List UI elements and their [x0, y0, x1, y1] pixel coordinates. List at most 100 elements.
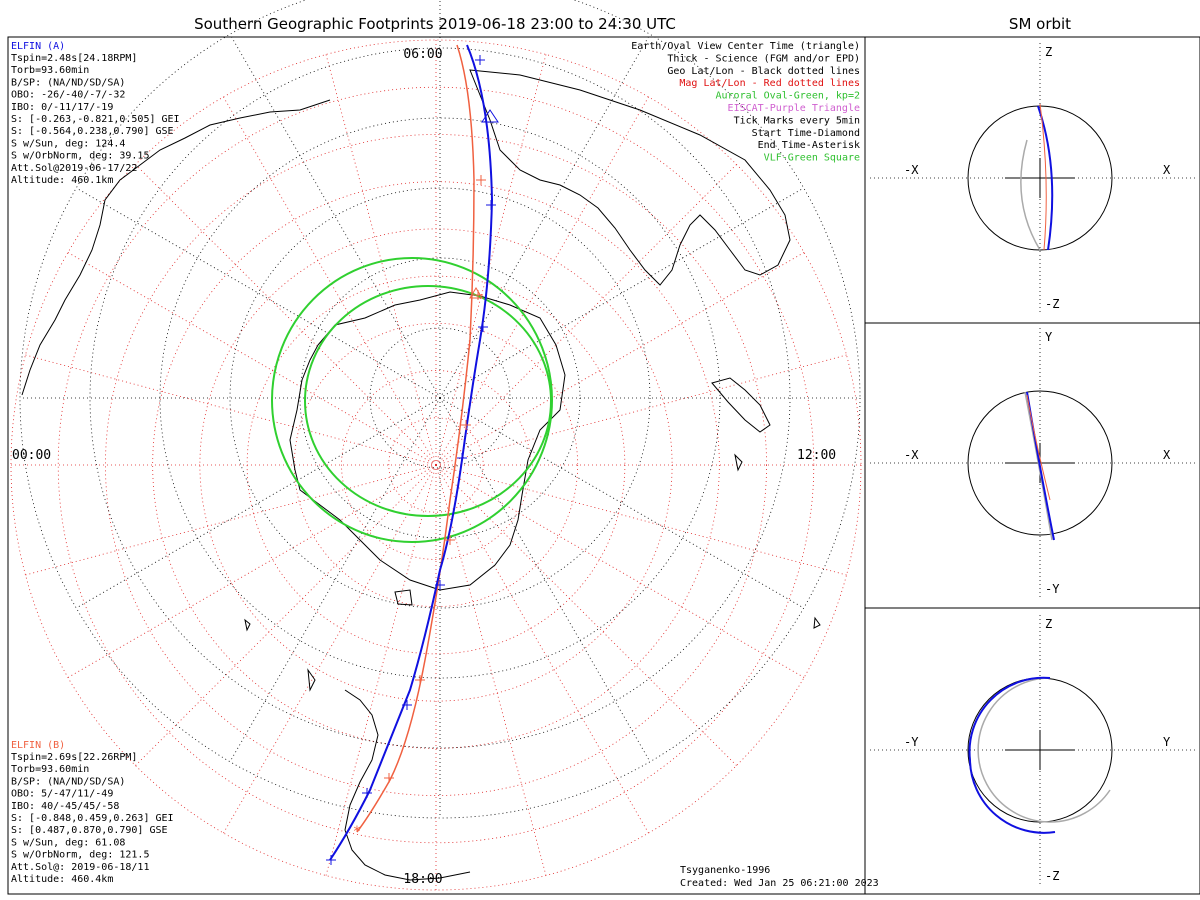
info-line: OBO: -26/-40/-7/-32: [11, 90, 125, 101]
mag-grid: [10, 39, 862, 891]
mag-lon-line: [435, 252, 805, 466]
info-line: S: [0.487,0.870,0.790] GSE: [11, 825, 168, 836]
elfin-b-info: ELFIN (B) Tspin=2.69s[22.26RPM]Torb=93.6…: [11, 740, 174, 885]
antarctica-coastline: [289, 291, 566, 591]
view-center-triangle-icon: [481, 109, 499, 123]
geo-lon-line: [439, 397, 804, 609]
info-line: S: [-0.564,0.238,0.790] GSE: [11, 126, 174, 137]
sm-panel: Z -Z -X X: [870, 43, 1195, 313]
info-line: Torb=93.60min: [11, 764, 89, 775]
mag-lon-line: [435, 96, 649, 466]
legend-entry: Earth/Oval View Center Time (triangle): [631, 41, 860, 52]
info-line: Tspin=2.69s[22.26RPM]: [11, 752, 137, 763]
mag-lon-line: [25, 464, 437, 576]
legend-entry: Start Time-Diamond: [752, 128, 860, 139]
info-line: Altitude: 460.4km: [11, 874, 113, 885]
sm-label-right: X: [1163, 163, 1171, 177]
mag-lat-circle: [388, 417, 484, 513]
info-line: Tspin=2.48s[24.18RPM]: [11, 53, 137, 64]
sm-orbit-gray: [1020, 139, 1041, 251]
geo-lon-line: [76, 397, 441, 609]
geo-lon-line: [229, 397, 441, 762]
mag-lat-circle: [57, 86, 815, 844]
clock-12: 12:00: [797, 448, 836, 463]
auroral-oval-outer: [271, 257, 553, 543]
view-center-triangle-b-icon: [469, 287, 483, 299]
footprint-tracks: *: [326, 44, 499, 865]
sm-label-top: Y: [1045, 330, 1053, 344]
mag-lon-line: [435, 54, 547, 466]
mag-lon-line: [325, 464, 437, 876]
geo-lat-circle: [89, 47, 791, 749]
info-line: Att.Sol@: 2019-06-18/11: [11, 862, 149, 873]
info-line: S w/Sun, deg: 124.4: [11, 138, 125, 149]
geo-lat-circle: [19, 0, 861, 819]
legend-entry: Mag Lat/Lon - Red dotted lines: [679, 78, 860, 89]
info-line: B/SP: (NA/ND/SD/SA): [11, 776, 125, 787]
mag-lon-line: [135, 464, 437, 766]
geo-lat-circle: [229, 187, 651, 609]
sm-title: SM orbit: [1009, 15, 1071, 33]
sm-orbit-b: [1039, 103, 1047, 251]
south-america-coastline: [344, 689, 471, 881]
sm-label-bottom: -Z: [1045, 869, 1059, 883]
legend-entry: EISCAT-Purple Triangle: [728, 103, 860, 114]
elfin-a-lines: Tspin=2.48s[24.18RPM]Torb=93.60minB/SP: …: [11, 53, 180, 186]
mag-lon-line: [435, 464, 547, 876]
legend-entry: Thick - Science (FGM and/or EPD): [667, 53, 860, 64]
info-line: S w/Sun, deg: 61.08: [11, 837, 125, 848]
clock-00: 00:00: [12, 448, 51, 463]
legend-entry: Geo Lat/Lon - Black dotted lines: [667, 66, 860, 77]
info-line: S w/OrbNorm, deg: 121.5: [11, 850, 149, 861]
elfin-a-title: ELFIN (A): [11, 41, 65, 52]
mag-lon-line: [67, 464, 437, 678]
mag-lon-line: [67, 252, 437, 466]
info-line: Altitude: 460.1km: [11, 175, 113, 186]
mag-lon-line: [135, 164, 437, 466]
mag-lon-line: [435, 464, 805, 678]
sm-label-top: Z: [1045, 45, 1052, 59]
auroral-ovals: [271, 257, 553, 543]
info-line: S w/OrbNorm, deg: 39.15: [11, 151, 149, 162]
ticks-elfin-b: [384, 175, 486, 783]
mag-lon-line: [435, 464, 847, 576]
sm-label-bottom: -Y: [1045, 582, 1060, 596]
mag-lon-line: [435, 164, 737, 466]
sm-frame: [864, 36, 1200, 895]
sm-label-left: -X: [904, 163, 919, 177]
legend-entry: Auroral Oval-Green, kp=2: [716, 91, 861, 102]
legend-entry: End Time-Asterisk: [758, 140, 860, 151]
sm-label-right: Y: [1163, 735, 1171, 749]
auroral-oval-inner: [304, 285, 552, 517]
main-title: Southern Geographic Footprints 2019-06-1…: [194, 15, 676, 33]
earth-circle: [967, 390, 1113, 536]
sm-label-bottom: -Z: [1045, 297, 1059, 311]
track-elfin-a: [329, 44, 494, 861]
sm-orbit-a: [968, 676, 1056, 834]
sm-orbit-b: [1026, 394, 1051, 501]
ticks-elfin-a: [326, 55, 496, 865]
sm-orbit-a: [1037, 105, 1054, 251]
legend-entry: VLF-Green Square: [764, 153, 860, 164]
geo-lon-line: [229, 34, 441, 399]
sm-label-top: Z: [1045, 617, 1052, 631]
mag-lon-line: [435, 464, 649, 834]
geo-lon-line: [439, 34, 651, 399]
end-asterisk-b-icon: *: [353, 824, 361, 840]
elfin-b-title: ELFIN (B): [11, 740, 65, 751]
clock-18: 18:00: [403, 872, 442, 887]
legend: Earth/Oval View Center Time (triangle)Th…: [631, 41, 860, 164]
info-line: S: [-0.263,-0.821,0.505] GEI: [11, 114, 180, 125]
legend-entry: Tick Marks every 5min: [734, 115, 860, 126]
sm-panel: Z -Z -Y Y: [870, 615, 1195, 885]
mag-lat-circle: [152, 181, 720, 749]
mag-lon-line: [325, 54, 437, 466]
geo-lat-circle: [369, 327, 511, 469]
geo-lon-line: [439, 397, 651, 762]
elfin-a-info: ELFIN (A) Tspin=2.48s[24.18RPM]Torb=93.6…: [11, 41, 180, 186]
mag-lat-circle: [105, 134, 767, 796]
info-line: Att.Sol@2019-06-17/22: [11, 163, 137, 174]
sm-orbit-gray: [977, 677, 1111, 823]
info-line: IBO: 40/-45/45/-58: [11, 801, 119, 812]
